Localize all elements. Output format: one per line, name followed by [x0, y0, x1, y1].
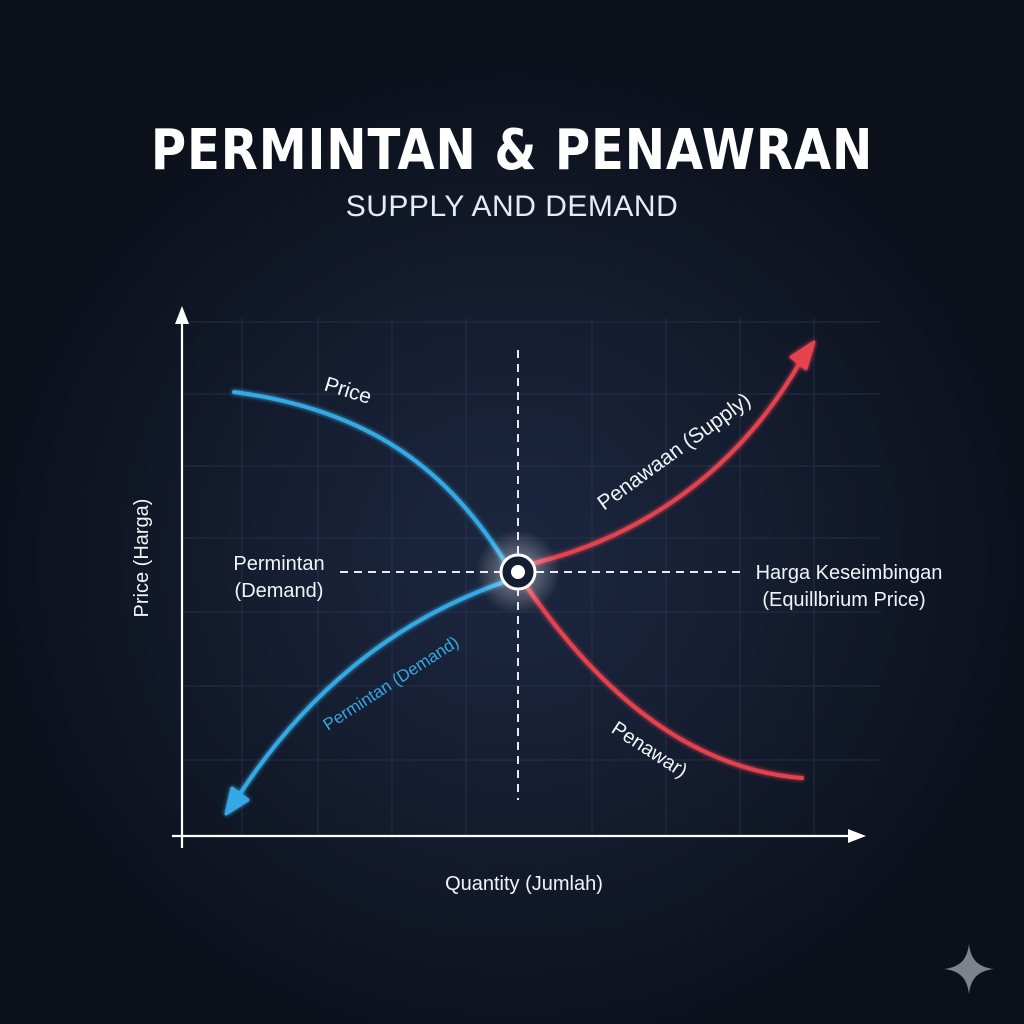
x-axis-arrow-icon	[848, 829, 866, 843]
y-axis	[175, 306, 189, 848]
y-axis-label: Price (Harga)	[131, 499, 153, 618]
x-axis-label: Quantity (Jumlah)	[445, 873, 603, 895]
demand-arrow-icon	[224, 786, 250, 816]
right-label-line1: Harga Keseimbingan	[756, 562, 943, 584]
right-label-line2: (Equillbrium Price)	[762, 589, 925, 611]
demand-top-label: Price	[322, 373, 374, 409]
supply-bottom-label: Penawar)	[607, 717, 691, 782]
x-axis	[172, 829, 866, 843]
supply-arrow-icon	[789, 340, 816, 371]
y-axis-arrow-icon	[175, 306, 189, 324]
sparkle-icon	[944, 944, 994, 994]
demand-curve	[224, 390, 512, 816]
left-label-line1: Permintan	[233, 553, 324, 575]
supply-curve	[520, 340, 816, 780]
equilibrium-point	[476, 530, 560, 614]
page-subtitle: SUPPLY AND DEMAND	[345, 190, 679, 223]
demand-bottom-label: Permintan (Demand)	[320, 632, 463, 734]
page-title: PERMINTAN & PENAWRAN	[150, 118, 874, 183]
left-label-line2: (Demand)	[235, 580, 324, 602]
